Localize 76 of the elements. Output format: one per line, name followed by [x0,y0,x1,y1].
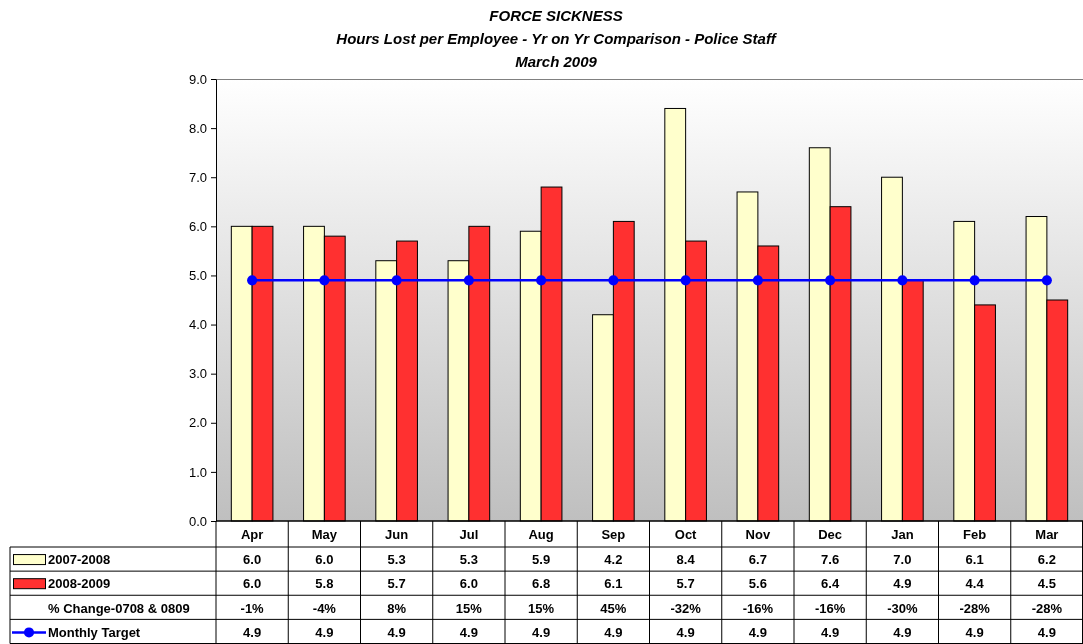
x-tick-label: Apr [240,526,264,542]
x-tick-label: Aug [528,526,554,542]
text: 15% [528,600,555,616]
text: % Change-0708 & 0809 [48,600,190,616]
y-tick-label: 1.0 [188,464,207,480]
data-label: 5.3 [387,552,406,568]
x-tick-label: Feb [963,526,987,542]
text: 8% [387,600,407,616]
data-label: 4.9 [387,624,406,640]
x-tick-label: May [311,526,338,542]
x-tick-label: Jun [385,526,409,542]
data-label: 5.7 [387,576,406,592]
text: -28% [959,600,991,616]
data-label: 4.9 [1037,624,1056,640]
data-label: 4.9 [459,624,478,640]
data-label: 4.9 [676,624,695,640]
data-label: 4.9 [821,624,840,640]
data-label: 4.9 [748,624,767,640]
x-tick-label: Oct [674,526,698,542]
data-label: 4.2 [604,552,623,568]
x-tick-label: Mar [1035,526,1059,542]
text: -1% [240,600,265,616]
data-label: 6.8 [532,576,551,592]
data-label: 6.2 [1037,552,1056,568]
y-tick-label: 7.0 [188,169,207,185]
x-tick-label: Jul [459,526,479,542]
y-tick-label: 2.0 [188,415,207,431]
data-label: 4.9 [315,624,334,640]
x-tick-label: Jan [891,526,914,542]
y-tick-label: 5.0 [188,268,207,284]
text: 45% [600,600,627,616]
text: -4% [312,600,337,616]
y-tick-label: 0.0 [188,513,207,529]
data-label: 4.9 [965,624,984,640]
data-label: 6.0 [243,576,262,592]
data-label: 6.0 [459,576,478,592]
y-tick-label: 8.0 [188,120,207,136]
data-label: 6.4 [821,576,840,592]
x-tick-label: Dec [818,526,843,542]
legend-label: Monthly Target [48,624,141,640]
y-tick-label: 9.0 [188,71,207,87]
legend-label: 2008-2009 [48,576,111,592]
chart-subtitle: Hours Lost per Employee - Yr on Yr Comparison - Police Staff March 2009 [336,30,778,70]
text: -32% [670,600,702,616]
y-tick-label: 4.0 [188,317,207,333]
data-label: 5.7 [676,576,695,592]
data-label: 6.1 [965,552,984,568]
data-label: 4.4 [965,576,985,592]
data-label: 7.6 [821,552,840,568]
y-tick-label: 3.0 [188,366,207,382]
data-label: 4.9 [604,624,623,640]
data-label: 4.9 [243,624,262,640]
data-label: 8.4 [676,552,696,568]
data-label: 4.9 [532,624,551,640]
data-label: 5.8 [315,576,334,592]
data-label: 4.9 [893,576,912,592]
legend-label: 2007-2008 [48,552,111,568]
text: 15% [455,600,483,616]
data-label: 6.0 [315,552,334,568]
x-tick-label: Sep [601,526,626,542]
data-label: 4.9 [893,624,912,640]
data-label: 6.1 [604,576,623,592]
data-label: 5.6 [748,576,767,592]
chart-title: FORCE SICKNESS [489,7,623,24]
text: -16% [742,600,774,616]
data-label: 5.9 [532,552,551,568]
text: -28% [1031,600,1063,616]
data-label: 5.3 [459,552,478,568]
data-label: 6.0 [243,552,262,568]
data-label: 4.5 [1037,576,1056,592]
data-label: 6.7 [748,552,767,568]
data-label: 7.0 [893,552,912,568]
text: -16% [814,600,846,616]
text: -30% [887,600,918,616]
y-tick-label: 6.0 [188,218,207,234]
x-tick-label: Nov [745,526,771,542]
